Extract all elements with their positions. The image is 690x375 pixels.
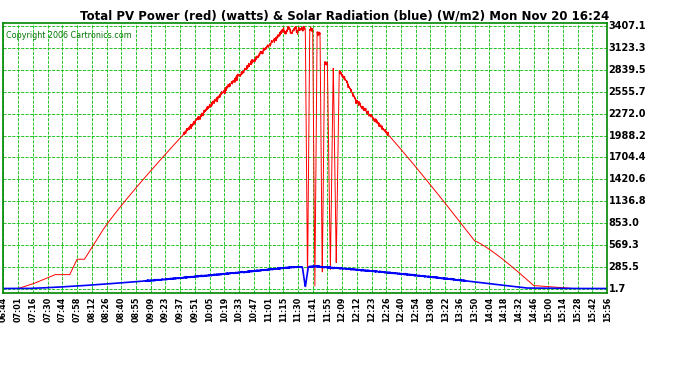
Text: 12:26: 12:26 xyxy=(382,296,391,322)
Text: 1704.4: 1704.4 xyxy=(609,152,646,162)
Text: 10:19: 10:19 xyxy=(220,296,229,321)
Text: 07:01: 07:01 xyxy=(14,296,23,321)
Text: 09:37: 09:37 xyxy=(176,296,185,321)
Text: Copyright 2006 Cartronics.com: Copyright 2006 Cartronics.com xyxy=(6,31,132,40)
Text: 10:33: 10:33 xyxy=(235,296,244,321)
Text: 2272.0: 2272.0 xyxy=(609,109,646,119)
Text: 08:40: 08:40 xyxy=(117,296,126,322)
Text: 2839.5: 2839.5 xyxy=(609,65,647,75)
Text: 14:18: 14:18 xyxy=(500,296,509,322)
Text: 12:54: 12:54 xyxy=(411,296,420,322)
Text: 12:12: 12:12 xyxy=(353,296,362,322)
Text: 15:28: 15:28 xyxy=(573,296,582,322)
Text: 08:12: 08:12 xyxy=(88,296,97,322)
Text: Total PV Power (red) (watts) & Solar Radiation (blue) (W/m2) Mon Nov 20 16:24: Total PV Power (red) (watts) & Solar Rad… xyxy=(80,9,610,22)
Text: 1.7: 1.7 xyxy=(609,284,626,294)
Text: 07:16: 07:16 xyxy=(28,296,37,321)
Text: 08:55: 08:55 xyxy=(132,296,141,322)
Text: 07:44: 07:44 xyxy=(58,296,67,321)
Text: 13:08: 13:08 xyxy=(426,296,435,322)
Text: 09:09: 09:09 xyxy=(146,296,155,321)
Text: 15:56: 15:56 xyxy=(602,296,612,321)
Text: 07:30: 07:30 xyxy=(43,296,52,321)
Text: 853.0: 853.0 xyxy=(609,218,640,228)
Text: 1988.2: 1988.2 xyxy=(609,130,647,141)
Text: 1420.6: 1420.6 xyxy=(609,174,646,184)
Text: 1136.8: 1136.8 xyxy=(609,196,647,206)
Text: 07:58: 07:58 xyxy=(72,296,81,322)
Text: 11:41: 11:41 xyxy=(308,296,317,321)
Text: 3407.1: 3407.1 xyxy=(609,21,646,32)
Text: 14:04: 14:04 xyxy=(485,296,494,321)
Text: 08:26: 08:26 xyxy=(102,296,111,322)
Text: 09:51: 09:51 xyxy=(190,296,199,321)
Text: 09:23: 09:23 xyxy=(161,296,170,322)
Text: 11:55: 11:55 xyxy=(323,296,332,321)
Text: 3123.3: 3123.3 xyxy=(609,43,646,53)
Text: 12:40: 12:40 xyxy=(397,296,406,322)
Text: 13:22: 13:22 xyxy=(441,296,450,322)
Text: 11:15: 11:15 xyxy=(279,296,288,321)
Text: 14:32: 14:32 xyxy=(514,296,523,322)
Text: 285.5: 285.5 xyxy=(609,262,640,272)
Text: 15:14: 15:14 xyxy=(558,296,567,321)
Text: 10:47: 10:47 xyxy=(249,296,258,321)
Text: 10:05: 10:05 xyxy=(205,296,214,321)
Text: 13:36: 13:36 xyxy=(455,296,464,321)
Text: 14:46: 14:46 xyxy=(529,296,538,321)
Text: 12:09: 12:09 xyxy=(337,296,346,322)
Text: 06:44: 06:44 xyxy=(0,296,8,321)
Text: 15:00: 15:00 xyxy=(544,296,553,321)
Text: 11:30: 11:30 xyxy=(293,296,302,321)
Text: 11:01: 11:01 xyxy=(264,296,273,321)
Text: 13:50: 13:50 xyxy=(470,296,479,321)
Text: 569.3: 569.3 xyxy=(609,240,640,250)
Text: 12:23: 12:23 xyxy=(367,296,376,322)
Text: 2555.7: 2555.7 xyxy=(609,87,646,97)
Text: 15:42: 15:42 xyxy=(588,296,597,322)
